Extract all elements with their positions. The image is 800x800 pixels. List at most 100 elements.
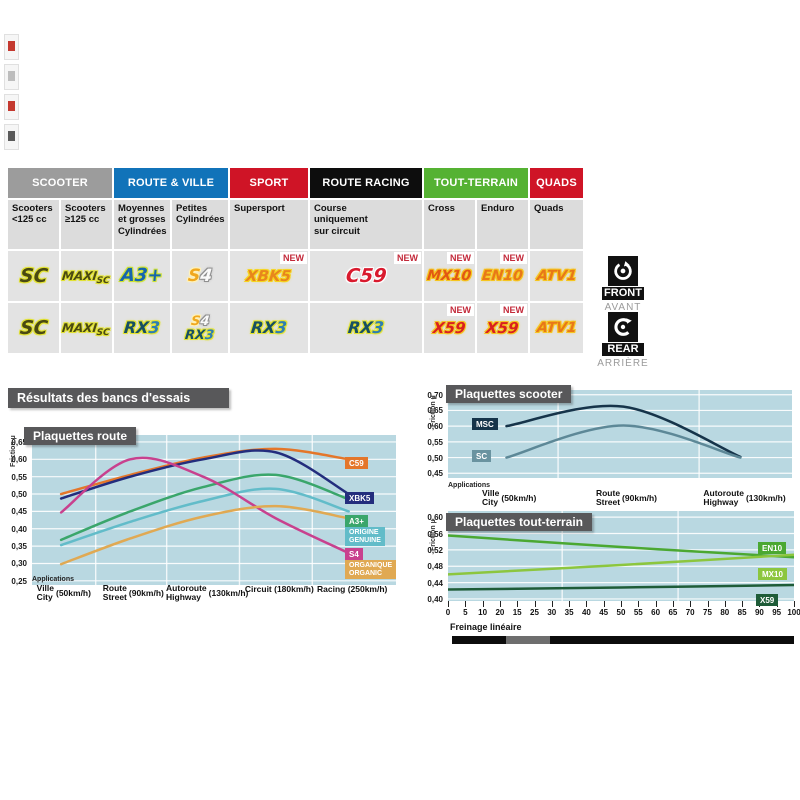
y-tick-label: 0,35	[11, 542, 27, 552]
x-tick-label: 50	[616, 608, 626, 617]
gallery-thumbnail[interactable]	[4, 34, 19, 60]
logo-part: XBK5	[245, 266, 293, 285]
series-line-x59	[448, 583, 794, 591]
pad-cell-rear: SC	[8, 303, 59, 353]
x-tick-label: 5	[463, 608, 468, 617]
x-category-label: Ville City (50km/h)	[482, 489, 536, 507]
series-line-xbk5	[59, 449, 350, 500]
front-label-fr: AVANT	[604, 302, 642, 313]
x-tick-mark	[551, 601, 553, 607]
subcategory-header-1: Scooters ≥125 cc	[61, 200, 112, 249]
logo-sc: SC	[19, 317, 49, 339]
pad-cell-rear: S4 RX3	[172, 303, 228, 353]
pad-cell-rear: RX3	[310, 303, 422, 353]
category-header-route-racing: ROUTE RACING	[310, 168, 422, 198]
logo-x59: X59	[432, 319, 466, 337]
x-tick-label: 0	[445, 608, 451, 617]
logo-part: A3+	[120, 265, 164, 286]
rear-label-fr: ARRIÈRE	[597, 358, 649, 369]
logo-part: 3	[204, 327, 216, 343]
pad-cell-front: NEW MX10	[424, 251, 475, 301]
x-axis-caption: Applications	[32, 576, 75, 583]
y-tick-label: 0,45	[427, 469, 443, 479]
x-category-label: Circuit (180km/h)	[245, 584, 314, 594]
pad-cell-rear: RX3	[114, 303, 170, 353]
new-badge: NEW	[394, 252, 421, 264]
x-tick-label: 40	[581, 608, 591, 617]
front-label-en: FRONT	[602, 287, 644, 300]
logo-s4: S4	[190, 314, 210, 329]
logo-part: RX	[347, 318, 374, 337]
logo-en10: EN10	[481, 268, 524, 284]
plot-area-route	[32, 435, 396, 585]
pad-cell-front: A3+	[114, 251, 170, 301]
logo-part: EN10	[481, 268, 524, 284]
logo-xbk5: XBK5	[245, 266, 293, 285]
pad-cell-front: ATV1	[530, 251, 583, 301]
x-tick-mark	[482, 601, 484, 607]
gallery-thumbnail[interactable]	[4, 124, 19, 150]
x-tick-mark	[742, 601, 744, 607]
x-category-names: Route Street	[102, 583, 127, 602]
new-badge: NEW	[500, 252, 527, 264]
series-line-origine-genuine	[59, 487, 350, 547]
pad-cell-front: NEW XBK5	[230, 251, 308, 301]
logo-part: C59	[344, 264, 388, 287]
category-header-quads: QUADS	[530, 168, 583, 198]
rear-brake-disc-icon	[608, 312, 638, 342]
new-badge: NEW	[500, 304, 527, 316]
y-tick-label: 0,65	[427, 406, 443, 416]
x-category-speed: (50km/h)	[501, 492, 537, 503]
y-tick-label: 0,60	[427, 513, 443, 523]
x-tick-mark	[638, 601, 640, 607]
x-tick-label: 80	[720, 608, 730, 617]
logo-atv1: ATV1	[536, 320, 577, 336]
y-tick-label: 0,55	[11, 472, 27, 482]
logo-rx3: RX3	[347, 318, 385, 337]
x-tick-label: 30	[547, 608, 557, 617]
x-category-names: Ville City	[36, 583, 55, 602]
x-category-speed: (50km/h)	[56, 587, 91, 598]
logo-c59: C59	[344, 264, 388, 287]
y-tick-label: 0,40	[11, 524, 27, 534]
x-tick-label: 15	[512, 608, 522, 617]
legend-origine-genuine: ORIGINE GENUINE	[345, 527, 385, 547]
x-category-label: Ville City (50km/h)	[37, 584, 91, 602]
subcategory-header-4: Supersport	[230, 200, 308, 249]
subcategory-header-2: Moyennes et grosses Cylindrées	[114, 200, 170, 249]
x-category-names: Circuit (180km/h)	[244, 584, 314, 594]
x-tick-label: 70	[685, 608, 695, 617]
x-tick-label: 35	[564, 608, 574, 617]
subcategory-header-6: Cross	[424, 200, 475, 249]
gallery-thumbnail[interactable]	[4, 64, 19, 90]
x-tick-label: 90	[754, 608, 764, 617]
y-tick-label: 0,60	[11, 455, 27, 465]
x-category-speed: (90km/h)	[128, 587, 164, 598]
legend-x59: X59	[756, 594, 779, 607]
gallery-thumbnail[interactable]	[4, 94, 19, 120]
pad-cell-front: NEW C59	[310, 251, 422, 301]
chart-title-scooter: Plaquettes scooter	[446, 385, 572, 403]
y-tick-label: 0,65	[11, 437, 27, 447]
series-line-s4	[59, 456, 350, 555]
logo-maxisc: MAXISC	[62, 321, 111, 338]
x-tick-mark	[621, 601, 622, 607]
category-header-sport: SPORT	[230, 168, 308, 198]
pad-cell-rear: MAXISC	[61, 303, 112, 353]
legend-organique-organic: ORGANIQUE ORGANIC	[345, 560, 397, 580]
x-tick-label: 20	[495, 608, 505, 617]
pad-cell-rear: ATV1	[530, 303, 583, 353]
legend-sc: SC	[472, 450, 492, 463]
x-tick-label: 25	[530, 608, 539, 617]
chart-scooter: 0,70 0,65 0,60 0,55 0,50 0,45 MSC SC Plaquettes …	[424, 385, 796, 515]
x-tick-mark	[448, 601, 449, 607]
series-line-a3-	[59, 473, 350, 542]
x-category-label: Route Street (90km/h)	[596, 489, 657, 507]
x-category-names: Racing (250km/h)	[316, 584, 388, 594]
y-tick-label: 0,50	[427, 453, 443, 463]
logo-part: 3	[274, 318, 288, 337]
bottom-strip-segment	[506, 636, 550, 644]
new-badge: NEW	[447, 252, 474, 264]
logo-part: MX10	[426, 268, 473, 284]
logo-s4: S4	[187, 266, 213, 286]
